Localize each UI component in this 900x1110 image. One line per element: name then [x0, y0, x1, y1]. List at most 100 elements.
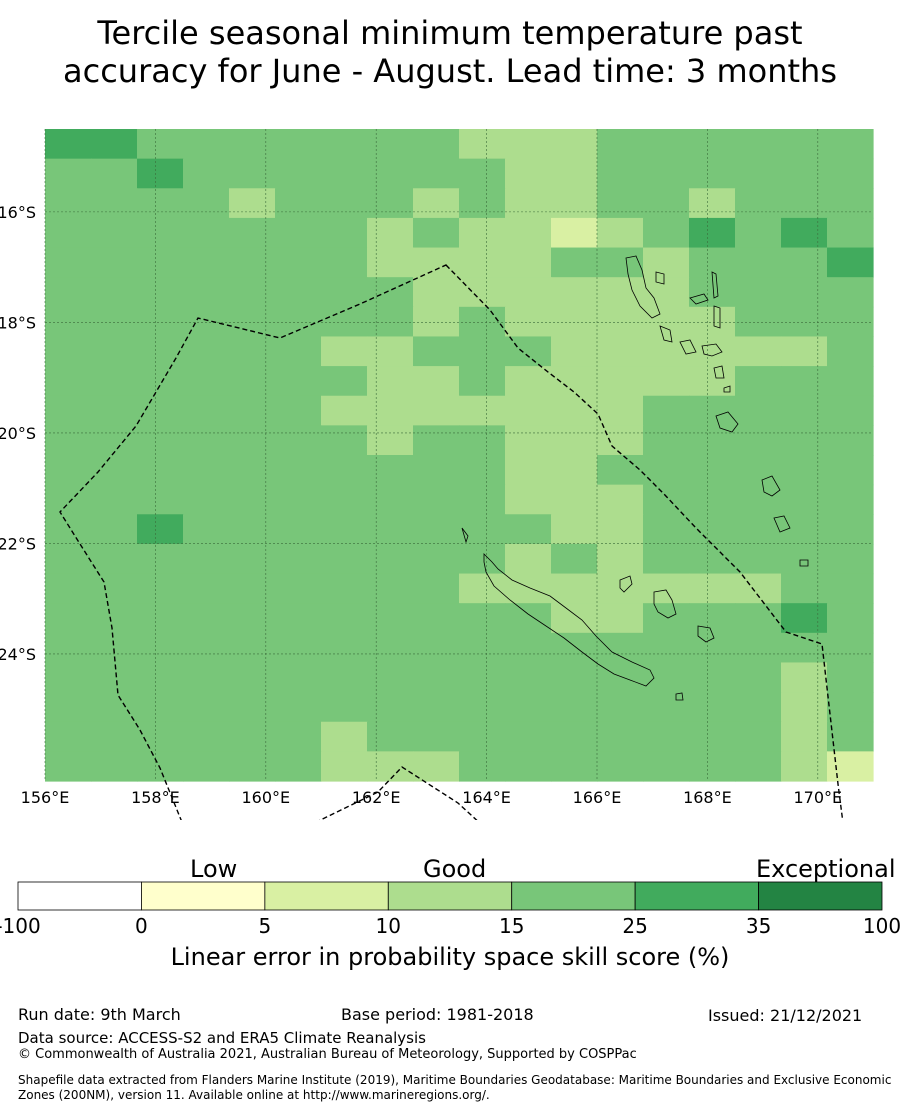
- grid-cell: [551, 217, 598, 249]
- grid-cell: [367, 514, 414, 545]
- grid-cell: [183, 721, 230, 752]
- grid-cell: [505, 751, 552, 782]
- grid-cell: [137, 603, 184, 634]
- grid-cell: [183, 573, 230, 604]
- grid-cell: [827, 632, 874, 664]
- grid-cell: [183, 603, 230, 634]
- grid-cell: [229, 129, 276, 160]
- grid-cell: [735, 277, 782, 308]
- grid-cell: [597, 484, 644, 515]
- grid-cell: [827, 277, 874, 308]
- grid-cell: [735, 395, 782, 426]
- grid-cell: [367, 366, 414, 397]
- grid-cell: [45, 277, 92, 308]
- grid-cell: [321, 484, 368, 515]
- grid-cell: [45, 306, 92, 338]
- grid-cell: [275, 217, 322, 249]
- grid-cell: [827, 158, 874, 189]
- grid-cell: [229, 336, 276, 367]
- grid-cell: [183, 632, 230, 664]
- grid-cell: [827, 543, 874, 575]
- grid-cell: [735, 129, 782, 160]
- grid-cell: [827, 692, 874, 723]
- grid-cell: [505, 277, 552, 308]
- grid-cell: [137, 514, 184, 545]
- grid-cell: [781, 543, 828, 575]
- grid-cell: [137, 306, 184, 338]
- small-islet-1: [799, 559, 809, 567]
- grid-cell: [183, 129, 230, 160]
- grid-cell: [643, 129, 690, 160]
- grid-cell: [321, 129, 368, 160]
- grid-cell: [137, 129, 184, 160]
- colorbar-tick-label: 10: [376, 914, 401, 938]
- grid-cell: [275, 306, 322, 338]
- grid-cell: [735, 751, 782, 782]
- lon-tick-label: 160°E: [241, 788, 290, 807]
- grid-cell: [643, 721, 690, 752]
- shapefile-line-2: Zones (200NM), version 11. Available onl…: [18, 1088, 490, 1102]
- colorbar-swatch: [758, 881, 883, 911]
- grid-cell: [597, 425, 644, 456]
- grid-cell: [735, 632, 782, 664]
- grid-cell: [275, 573, 322, 604]
- lat-tick-label: 24°S: [0, 645, 36, 664]
- grid-cell: [689, 425, 736, 456]
- grid-cell: [597, 692, 644, 723]
- grid-cell: [321, 721, 368, 752]
- grid-cell: [321, 632, 368, 664]
- grid-cell: [505, 455, 552, 486]
- grid-cell: [689, 662, 736, 693]
- grid-cell: [367, 188, 414, 219]
- grid-cell: [183, 247, 230, 278]
- grid-cell: [91, 366, 138, 397]
- colorbar-tick-label: 25: [622, 914, 647, 938]
- grid-cell: [643, 692, 690, 723]
- grid-cell: [597, 395, 644, 426]
- grid-cell: [413, 217, 460, 249]
- grid-cell: [367, 484, 414, 515]
- grid-cell: [183, 366, 230, 397]
- grid-cell: [137, 158, 184, 189]
- grid-cell: [229, 306, 276, 338]
- grid-cell: [643, 425, 690, 456]
- grid-cell: [459, 158, 506, 189]
- grid-cell: [321, 692, 368, 723]
- grid-cell: [689, 395, 736, 426]
- grid-cell: [413, 514, 460, 545]
- grid-cell: [183, 751, 230, 782]
- issued-date: Issued: 21/12/2021: [708, 1006, 863, 1025]
- grid-cell: [689, 129, 736, 160]
- vanuatu-ambae: [689, 293, 709, 305]
- grid-cell: [505, 247, 552, 278]
- grid-cell: [367, 217, 414, 249]
- grid-cell: [413, 484, 460, 515]
- grid-cell: [321, 247, 368, 278]
- grid-cell: [413, 632, 460, 664]
- lon-tick-label: 168°E: [683, 788, 732, 807]
- grid-cell: [735, 514, 782, 545]
- grid-cell: [137, 543, 184, 575]
- grid-cell: [229, 277, 276, 308]
- grid-cell: [551, 336, 598, 367]
- grid-cell: [275, 514, 322, 545]
- grid-cell: [689, 543, 736, 575]
- grid-cell: [45, 692, 92, 723]
- grid-cell: [45, 603, 92, 634]
- grid-cell: [689, 721, 736, 752]
- grid-cell: [321, 366, 368, 397]
- grid-cell: [137, 425, 184, 456]
- grid-cell: [275, 721, 322, 752]
- grid-cell: [827, 129, 874, 160]
- grid-cell: [781, 129, 828, 160]
- grid-cell: [413, 366, 460, 397]
- grid-cell: [91, 306, 138, 338]
- grid-cell: [91, 543, 138, 575]
- grid-cell: [505, 158, 552, 189]
- grid-cell: [689, 277, 736, 308]
- grid-cell: [781, 514, 828, 545]
- grid-cell: [183, 455, 230, 486]
- grid-cell: [45, 395, 92, 426]
- grid-cell: [827, 455, 874, 486]
- grid-cell: [643, 632, 690, 664]
